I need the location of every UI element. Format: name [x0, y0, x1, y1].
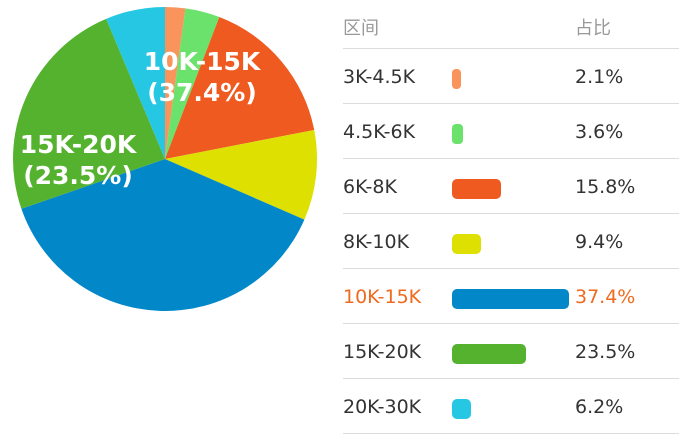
pie-slice-4.5K-6K[interactable] — [165, 8, 220, 159]
row-share-value: 9.4% — [575, 231, 624, 253]
table-row[interactable]: 4.5K-6K 3.6% — [343, 104, 679, 159]
row-share-value: 37.4% — [575, 286, 636, 308]
pie-slice-15K-20K[interactable] — [13, 18, 165, 209]
table-header: 区间 占比 — [343, 0, 679, 49]
table-row[interactable]: 15K-20K 23.5% — [343, 324, 679, 379]
row-share-bar — [452, 124, 464, 144]
column-header-range: 区间 — [343, 18, 379, 39]
row-range-label: 20K-30K — [343, 396, 422, 418]
row-share-value: 23.5% — [575, 341, 636, 363]
row-range-label: 6K-8K — [343, 176, 397, 198]
pie-slice-8K-10K[interactable] — [165, 129, 318, 220]
row-share-value: 15.8% — [575, 176, 636, 198]
row-share-bar — [452, 344, 526, 364]
row-range-label: 8K-10K — [343, 231, 410, 253]
pie-slice-6K-8K[interactable] — [165, 17, 315, 159]
row-share-bar — [452, 289, 569, 309]
row-range-label: 15K-20K — [343, 341, 422, 363]
row-share-value: 3.6% — [575, 121, 624, 143]
pie-slice-20K-30K[interactable] — [106, 7, 165, 159]
column-header-share: 占比 — [575, 18, 611, 39]
table-row[interactable]: 8K-10K 9.4% — [343, 214, 679, 269]
pie-label-10K-15K: 10K-15K (37.4%) — [144, 47, 262, 107]
row-share-bar — [452, 399, 472, 419]
row-range-label: 4.5K-6K — [343, 121, 416, 143]
table-row[interactable]: 3K-4.5K 2.1% — [343, 49, 679, 104]
pie-chart: 10K-15K (37.4%)15K-20K (23.5%) — [13, 7, 318, 311]
table-row[interactable]: 20K-30K 6.2% — [343, 379, 679, 434]
row-range-label: 3K-4.5K — [343, 66, 416, 88]
pie-slice-3K-4.5K[interactable] — [165, 7, 186, 159]
row-share-bar — [452, 69, 461, 89]
table-row[interactable]: 10K-15K 37.4% — [343, 269, 679, 324]
pie-label-15K-20K: 15K-20K (23.5%) — [20, 130, 138, 190]
row-range-label: 10K-15K — [343, 286, 422, 308]
row-share-value: 6.2% — [575, 396, 624, 418]
pie-slice-10K-15K[interactable] — [21, 159, 305, 311]
table-row[interactable]: 6K-8K 15.8% — [343, 159, 679, 214]
row-share-bar — [452, 234, 482, 254]
distribution-table: 区间 占比 3K-4.5K 2.1% 4.5K-6K 3.6% 6K-8K 15.8% 8K… — [343, 0, 679, 434]
row-share-bar — [452, 179, 502, 199]
row-share-value: 2.1% — [575, 66, 624, 88]
